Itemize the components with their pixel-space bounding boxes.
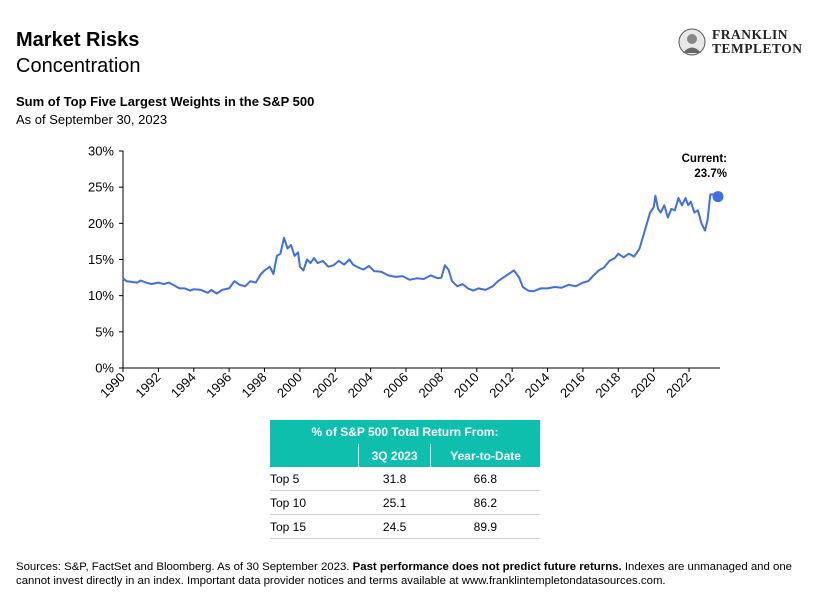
chart-title: Sum of Top Five Largest Weights in the S… [16,94,315,109]
row-ytd-value: 86.2 [430,490,540,515]
row-label: Top 15 [270,514,359,539]
table-row: Top 10 25.1 86.2 [270,490,540,515]
x-tick-label: 2018 [592,370,623,401]
x-tick-label: 2004 [345,370,376,401]
current-label-title: Current: [682,153,727,165]
current-label-value: 23.7% [694,168,727,180]
row-q3-value: 24.5 [358,514,431,539]
y-tick-label: 15% [88,252,114,267]
x-tick-label: 2000 [274,370,305,401]
y-tick-label: 10% [88,288,114,303]
x-tick-label: 2014 [522,370,553,401]
x-tick-label: 2022 [663,370,694,401]
y-tick-label: 20% [88,216,114,231]
x-tick-label: 2012 [486,370,517,401]
row-label: Top 5 [270,467,359,491]
returns-table: % of S&P 500 Total Return From: 3Q 2023 … [270,420,540,539]
x-tick-label: 1998 [239,370,270,401]
series-line [122,193,721,295]
table-header-blank [270,444,359,467]
row-ytd-value: 89.9 [430,514,540,539]
row-label: Top 10 [270,490,359,515]
line-chart: 0%5%10%15%20%25%30%1990 1992 1994 1996 1998 2… [88,144,727,401]
footer-text-sources: Sources: S&P, FactSet and Bloomberg. As … [16,561,353,573]
y-tick-label: 5% [95,324,114,339]
logo-line-2: TEMPLETON [712,41,803,56]
x-tick-label: 1996 [203,370,234,401]
x-tick-label: 1992 [132,370,163,401]
x-tick-label: 2002 [309,370,340,401]
franklin-templeton-logo: FRANKLIN TEMPLETON [676,28,806,58]
table-row: Top 5 31.8 66.8 [270,467,540,491]
x-tick-label: 2006 [380,370,411,401]
x-tick-label: 1994 [168,370,199,401]
chart-subtitle: As of September 30, 2023 [16,112,168,127]
page-title: Market Risks [16,29,140,51]
logo-line-1: FRANKLIN [712,27,789,42]
logo-text: FRANKLIN TEMPLETON [712,28,803,56]
x-tick-label: 2016 [557,370,588,401]
footer-disclaimer: Sources: S&P, FactSet and Bloomberg. As … [16,560,806,588]
page-subtitle: Concentration [16,55,141,77]
row-ytd-value: 66.8 [430,467,540,491]
portrait-icon [678,28,706,56]
table-title: % of S&P 500 Total Return From: [270,420,540,444]
x-tick-label: 2010 [451,370,482,401]
y-tick-label: 0% [95,361,114,376]
x-tick-label: 2020 [628,370,659,401]
x-tick-label: 2008 [415,370,446,401]
table-row: Top 15 24.5 89.9 [270,514,540,539]
table-header-3q: 3Q 2023 [357,444,431,467]
row-q3-value: 31.8 [358,467,431,491]
current-value-point [712,191,724,203]
y-tick-label: 30% [88,144,114,159]
footer-text-bold: Past performance does not predict future… [352,561,622,573]
row-q3-value: 25.1 [358,490,431,515]
footer-text-notes: Indexes are unmanaged and one cannot inv… [16,561,793,587]
table-header-row: 3Q 2023 Year-to-Date [270,444,540,467]
table-header-ytd: Year-to-Date [430,444,540,467]
y-tick-label: 25% [88,180,114,195]
